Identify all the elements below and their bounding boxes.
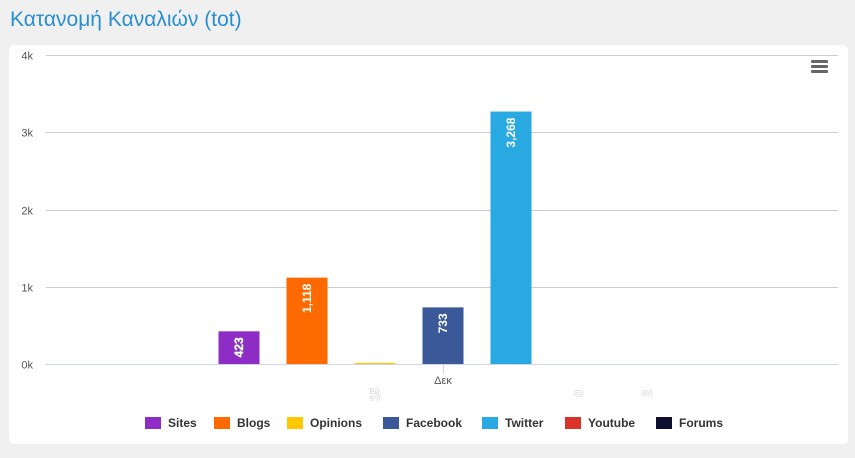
legend-swatch-twitter bbox=[482, 417, 498, 429]
legend-item-youtube[interactable]: Youtube bbox=[565, 413, 635, 433]
bar-twitter bbox=[490, 111, 532, 364]
y-axis-tick-labels: 0k 1k 2k 3k 4k bbox=[21, 51, 33, 372]
legend-label-twitter: Twitter bbox=[505, 416, 544, 430]
data-label-twitter: 3,268 bbox=[504, 117, 518, 147]
legend-item-blogs[interactable]: Blogs bbox=[214, 413, 270, 433]
data-label-facebook: 733 bbox=[436, 313, 450, 333]
legend-item-sites[interactable]: Sites bbox=[145, 413, 197, 433]
legend-label-sites: Sites bbox=[168, 416, 197, 430]
data-label-forums: 2 bbox=[640, 389, 654, 396]
page-title: Κατανομή Καναλιών (tot) bbox=[10, 8, 242, 31]
data-label-blogs: 1,118 bbox=[300, 283, 314, 313]
legend-label-youtube: Youtube bbox=[588, 416, 636, 430]
legend-swatch-forums bbox=[656, 417, 672, 429]
legend-label-opinions: Opinions bbox=[310, 416, 362, 430]
legend-label-facebook: Facebook bbox=[406, 416, 463, 430]
x-tick-label: Δεκ bbox=[434, 375, 452, 387]
chart-menu-icon[interactable] bbox=[810, 58, 828, 76]
x-axis: Δεκ bbox=[46, 364, 838, 387]
legend-item-forums[interactable]: Forums bbox=[656, 413, 723, 433]
data-label-sites: 423 bbox=[232, 337, 246, 357]
y-tick-label-4: 4k bbox=[21, 51, 33, 63]
data-labels: 423 1,118 15 733 3,268 0 2 bbox=[232, 117, 655, 401]
y-tick-label-2: 2k bbox=[21, 206, 33, 218]
legend-label-blogs: Blogs bbox=[237, 416, 271, 430]
y-tick-label-1: 1k bbox=[21, 283, 33, 295]
legend-swatch-blogs bbox=[214, 417, 230, 429]
bar-facebook bbox=[422, 307, 464, 364]
legend-swatch-sites bbox=[145, 417, 161, 429]
legend-item-opinions[interactable]: Opinions bbox=[287, 413, 362, 433]
legend-item-twitter[interactable]: Twitter bbox=[482, 413, 543, 433]
grid-lines bbox=[46, 55, 838, 288]
data-label-opinions: 15 bbox=[368, 387, 382, 401]
chart-panel bbox=[9, 45, 848, 444]
legend-swatch-youtube bbox=[565, 417, 581, 429]
legend-item-facebook[interactable]: Facebook bbox=[383, 413, 462, 433]
legend-swatch-facebook bbox=[383, 417, 399, 429]
bar-blogs bbox=[286, 277, 328, 364]
legend-swatch-opinions bbox=[287, 417, 303, 429]
y-tick-label-3: 3k bbox=[21, 128, 33, 140]
legend-label-forums: Forums bbox=[679, 416, 724, 430]
bars bbox=[218, 111, 532, 364]
y-tick-label-0: 0k bbox=[21, 360, 33, 372]
data-label-youtube: 0 bbox=[572, 390, 586, 397]
bar-opinions bbox=[354, 362, 396, 364]
bar-sites bbox=[218, 331, 260, 364]
chart-legend: Sites Blogs Opinions Facebook Twitter Youtube… bbox=[0, 413, 855, 433]
